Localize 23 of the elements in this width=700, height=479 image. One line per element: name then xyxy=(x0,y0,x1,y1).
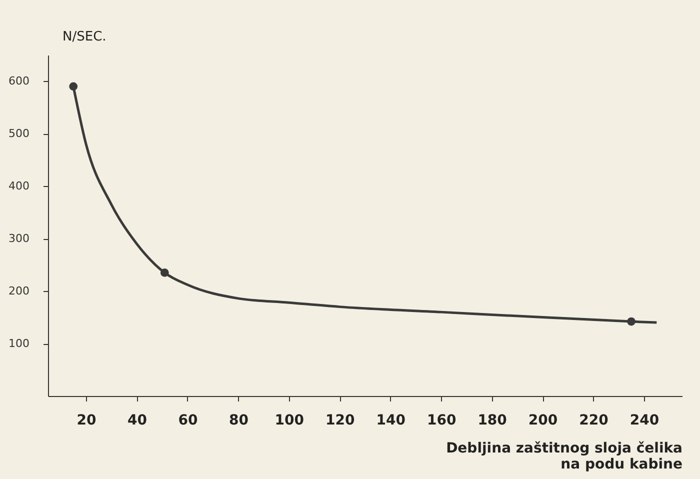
x-tick-label: 100 xyxy=(274,412,304,428)
x-tick-label: 240 xyxy=(630,412,660,428)
y-tick-label: 600 xyxy=(8,74,30,88)
point xyxy=(627,317,636,326)
x-tick-label: 160 xyxy=(426,412,456,428)
y-axis-title: N/SEC. xyxy=(62,30,106,44)
x-tick-label: 80 xyxy=(228,412,249,428)
point xyxy=(160,268,169,277)
x-tick-label: 200 xyxy=(528,412,558,428)
x-tick-label: 220 xyxy=(579,412,609,428)
x-tick-label: 180 xyxy=(478,412,508,428)
y-tick-label: 300 xyxy=(8,232,30,246)
y-tick-label: 200 xyxy=(8,284,30,298)
x-axis-title: Debljina zaštitnog sloja čelika na podu kabine xyxy=(446,440,682,472)
x-tick-label: 60 xyxy=(178,412,198,428)
x-tick-label: 20 xyxy=(76,412,97,428)
y-tick-label: 100 xyxy=(8,337,30,350)
y-tick-label: 500 xyxy=(8,127,30,140)
y-tick-label: 400 xyxy=(8,180,30,193)
x-tick-label: 140 xyxy=(376,412,406,428)
x-tick-label: 40 xyxy=(128,412,148,428)
point xyxy=(69,82,78,91)
x-tick-label: 120 xyxy=(326,412,356,428)
